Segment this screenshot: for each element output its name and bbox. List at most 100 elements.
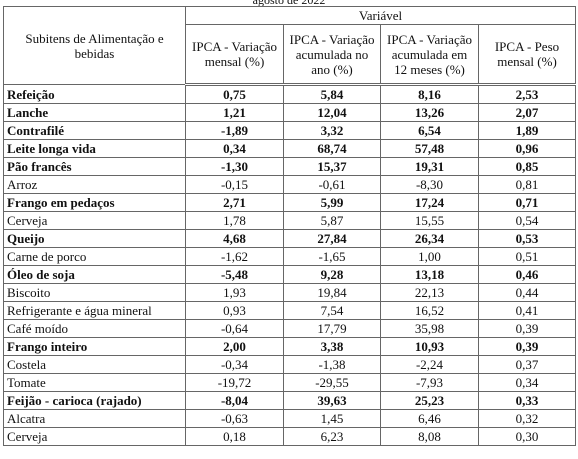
cell-value: -2,24 (380, 355, 479, 374)
cell-value: 1,93 (185, 283, 284, 302)
cell-value: 39,63 (283, 391, 381, 410)
table-row: Queijo 4,68 27,84 26,34 0,53 (3, 229, 576, 248)
table-row: Alcatra -0,63 1,45 6,46 0,32 (3, 409, 576, 428)
cell-value: 25,23 (380, 391, 479, 410)
cell-value: 2,53 (478, 84, 576, 104)
cell-value: -29,55 (283, 373, 381, 392)
cell-value: 0,34 (478, 373, 576, 392)
cell-value: 1,78 (185, 211, 284, 230)
cell-value: 19,84 (283, 283, 381, 302)
cell-value: 15,55 (380, 211, 479, 230)
row-label: Carne de porco (3, 247, 186, 266)
cell-value: -1,65 (283, 247, 381, 266)
row-label-header: Subitens de Alimentação e bebidas (3, 6, 186, 85)
cell-value: -0,64 (185, 319, 284, 338)
table-row: Refrigerante e água mineral 0,93 7,54 16,52… (3, 301, 576, 320)
cell-value: 0,34 (185, 139, 284, 158)
row-label: Frango inteiro (3, 337, 186, 356)
caption: agosto de 2022 (252, 0, 326, 7)
cell-value: 27,84 (283, 229, 381, 248)
row-label: Feijão - carioca (rajado) (3, 391, 186, 410)
cell-value: 0,71 (478, 193, 576, 212)
table-row: Frango inteiro 2,00 3,38 10,93 0,39 (3, 337, 576, 356)
table-row: Pão francês -1,30 15,37 19,31 0,85 (3, 157, 576, 176)
group-header: Variável (185, 6, 576, 25)
row-label: Cerveja (3, 427, 186, 446)
cell-value: 17,79 (283, 319, 381, 338)
cell-value: 0,54 (478, 211, 576, 230)
cell-value: -1,89 (185, 121, 284, 140)
table-row: Feijão - carioca (rajado) -8,04 39,63 25,23… (3, 391, 576, 410)
row-label: Biscoito (3, 283, 186, 302)
cell-value: 3,38 (283, 337, 381, 356)
cell-value: 0,33 (478, 391, 576, 410)
cell-value: 0,44 (478, 283, 576, 302)
cell-value: 2,00 (185, 337, 284, 356)
cell-value: 2,71 (185, 193, 284, 212)
cell-value: 5,99 (283, 193, 381, 212)
cell-value: 6,54 (380, 121, 479, 140)
row-label: Refeição (3, 84, 186, 104)
cell-value: 57,48 (380, 139, 479, 158)
row-label: Alcatra (3, 409, 186, 428)
cell-value: 12,04 (283, 103, 381, 122)
column-header: IPCA - Variação mensal (%) (185, 24, 284, 86)
cell-value: -8,04 (185, 391, 284, 410)
cell-value: 0,93 (185, 301, 284, 320)
table-body: Refeição 0,75 5,84 8,16 2,53 Lanche 1,21 12,04 1… (3, 84, 576, 446)
cell-value: 7,54 (283, 301, 381, 320)
cell-value: 0,81 (478, 175, 576, 194)
cell-value: 0,39 (478, 337, 576, 356)
column-header: IPCA - Variação acumulada em 12 meses (%… (380, 24, 479, 86)
cell-value: 13,26 (380, 103, 479, 122)
cell-value: -5,48 (185, 265, 284, 284)
table-row: Café moído -0,64 17,79 35,98 0,39 (3, 319, 576, 338)
cell-value: 1,21 (185, 103, 284, 122)
cell-value: 6,46 (380, 409, 479, 428)
header-row: Subitens de Alimentação e bebidas Variáv… (3, 6, 576, 85)
cell-value: 0,75 (185, 84, 284, 104)
cell-value: 4,68 (185, 229, 284, 248)
cell-value: 0,53 (478, 229, 576, 248)
cell-value: 0,96 (478, 139, 576, 158)
cell-value: 26,34 (380, 229, 479, 248)
cell-value: 0,39 (478, 319, 576, 338)
table-row: Refeição 0,75 5,84 8,16 2,53 (3, 84, 576, 104)
cell-value: 0,41 (478, 301, 576, 320)
cell-value: 8,16 (380, 84, 479, 104)
data-table: Subitens de Alimentação e bebidas Variáv… (3, 6, 576, 446)
row-label: Lanche (3, 103, 186, 122)
cell-value: -0,61 (283, 175, 381, 194)
cell-value: -0,63 (185, 409, 284, 428)
cell-value: 68,74 (283, 139, 381, 158)
table-row: Leite longa vida 0,34 68,74 57,48 0,96 (3, 139, 576, 158)
cell-value: 35,98 (380, 319, 479, 338)
cell-value: 5,84 (283, 84, 381, 104)
table-row: Arroz -0,15 -0,61 -8,30 0,81 (3, 175, 576, 194)
cell-value: 22,13 (380, 283, 479, 302)
cell-value: 16,52 (380, 301, 479, 320)
cell-value: 15,37 (283, 157, 381, 176)
table-row: Óleo de soja -5,48 9,28 13,18 0,46 (3, 265, 576, 284)
cell-value: 2,07 (478, 103, 576, 122)
cell-value: 1,45 (283, 409, 381, 428)
row-label: Contrafilé (3, 121, 186, 140)
table-row: Costela -0,34 -1,38 -2,24 0,37 (3, 355, 576, 374)
cell-value: 0,30 (478, 427, 576, 446)
table-row: Frango em pedaços 2,71 5,99 17,24 0,71 (3, 193, 576, 212)
cell-value: -1,62 (185, 247, 284, 266)
row-label: Arroz (3, 175, 186, 194)
table-row: Cerveja 1,78 5,87 15,55 0,54 (3, 211, 576, 230)
cell-value: 0,18 (185, 427, 284, 446)
cell-value: 13,18 (380, 265, 479, 284)
cell-value: 0,37 (478, 355, 576, 374)
row-label: Pão francês (3, 157, 186, 176)
cell-value: -7,93 (380, 373, 479, 392)
cell-value: -1,30 (185, 157, 284, 176)
row-label: Costela (3, 355, 186, 374)
cell-value: 19,31 (380, 157, 479, 176)
cell-value: 0,46 (478, 265, 576, 284)
cell-value: 1,00 (380, 247, 479, 266)
cell-value: 0,85 (478, 157, 576, 176)
cell-value: 0,32 (478, 409, 576, 428)
